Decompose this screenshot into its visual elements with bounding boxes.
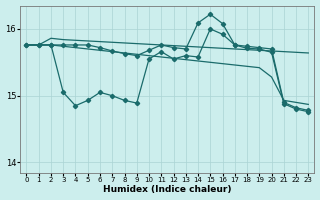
X-axis label: Humidex (Indice chaleur): Humidex (Indice chaleur) [103,185,232,194]
